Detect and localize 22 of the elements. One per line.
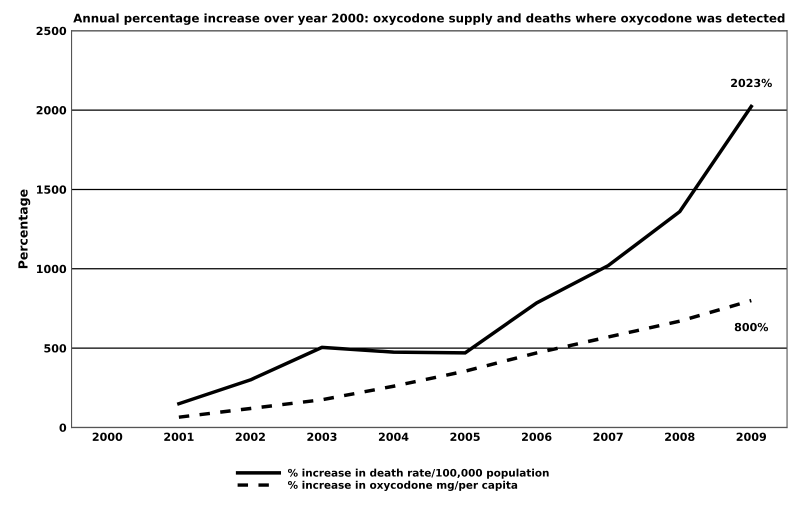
x-tick-label: 2007 bbox=[594, 432, 623, 441]
y-tick-label: 0 bbox=[59, 423, 66, 432]
y-tick-label: 1500 bbox=[37, 185, 66, 194]
legend-label: % increase in oxycodone mg/per capita bbox=[288, 480, 518, 491]
annotation: 800% bbox=[734, 322, 768, 332]
y-tick-label: 2500 bbox=[36, 26, 66, 36]
chart-title: Annual percentage increase over year 2000: oxycodone supply and deaths where oxycodone was detected bbox=[73, 13, 784, 25]
y-tick-label: 2000 bbox=[36, 106, 66, 114]
x-tick-label: 2005 bbox=[450, 432, 480, 441]
x-tick-label: 2009 bbox=[736, 432, 766, 441]
x-tick-label: 2008 bbox=[665, 432, 694, 441]
x-tick-label: 2006 bbox=[522, 432, 552, 441]
y-tick-label: 500 bbox=[44, 344, 66, 353]
y-tick-label: 1000 bbox=[37, 264, 66, 274]
annotation: 2023% bbox=[731, 78, 772, 88]
legend-label: % increase in death rate/100,000 population bbox=[288, 468, 549, 479]
x-tick-label: 2004 bbox=[378, 432, 408, 441]
y-axis-title: Percentage bbox=[18, 190, 30, 268]
x-tick-label: 2001 bbox=[164, 432, 194, 441]
x-tick-label: 2002 bbox=[236, 432, 265, 441]
x-tick-label: 2000 bbox=[92, 432, 122, 441]
x-tick-label: 2003 bbox=[307, 432, 337, 441]
